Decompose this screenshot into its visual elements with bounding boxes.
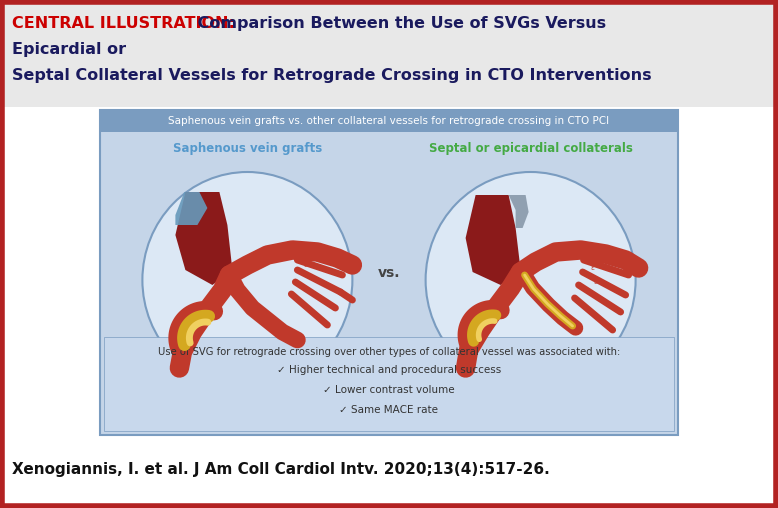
Bar (4, 4, 774, 107)
Text: vs.: vs. (378, 266, 400, 280)
Text: CENTRAL ILLUSTRATION:: CENTRAL ILLUSTRATION: (12, 16, 235, 31)
Text: ✓ Higher technical and procedural success: ✓ Higher technical and procedural succes… (277, 365, 501, 375)
Bar (100, 110, 678, 435)
Text: ✓ Same MACE rate: ✓ Same MACE rate (339, 405, 439, 415)
Polygon shape (509, 195, 528, 228)
Text: ε: ε (594, 279, 598, 285)
Bar (100, 110, 678, 132)
Polygon shape (175, 192, 233, 285)
Polygon shape (175, 192, 208, 225)
Text: Xenogiannis, I. et al. J Am Coll Cardiol Intv. 2020;13(4):517-26.: Xenogiannis, I. et al. J Am Coll Cardiol… (12, 462, 550, 477)
Text: Septal Collateral Vessels for Retrograde Crossing in CTO Interventions: Septal Collateral Vessels for Retrograde… (12, 68, 652, 83)
Polygon shape (465, 195, 520, 285)
Text: ✓ Lower contrast volume: ✓ Lower contrast volume (323, 385, 455, 395)
Ellipse shape (426, 172, 636, 388)
Text: ε: ε (591, 265, 594, 271)
Text: ε: ε (307, 273, 311, 279)
Text: Septal or epicardial collaterals: Septal or epicardial collaterals (429, 142, 633, 155)
Text: Epicardial or: Epicardial or (12, 42, 126, 57)
Text: Saphenous vein grafts vs. other collateral vessels for retrograde crossing in CT: Saphenous vein grafts vs. other collater… (169, 116, 609, 126)
Text: ε: ε (303, 262, 307, 268)
Text: Saphenous vein grafts: Saphenous vein grafts (173, 142, 322, 155)
Ellipse shape (142, 172, 352, 388)
Text: Comparison Between the Use of SVGs Versus: Comparison Between the Use of SVGs Versu… (192, 16, 606, 31)
Text: Use of SVG for retrograde crossing over other types of collateral vessel was ass: Use of SVG for retrograde crossing over … (158, 347, 620, 357)
Bar (104, 337, 674, 431)
